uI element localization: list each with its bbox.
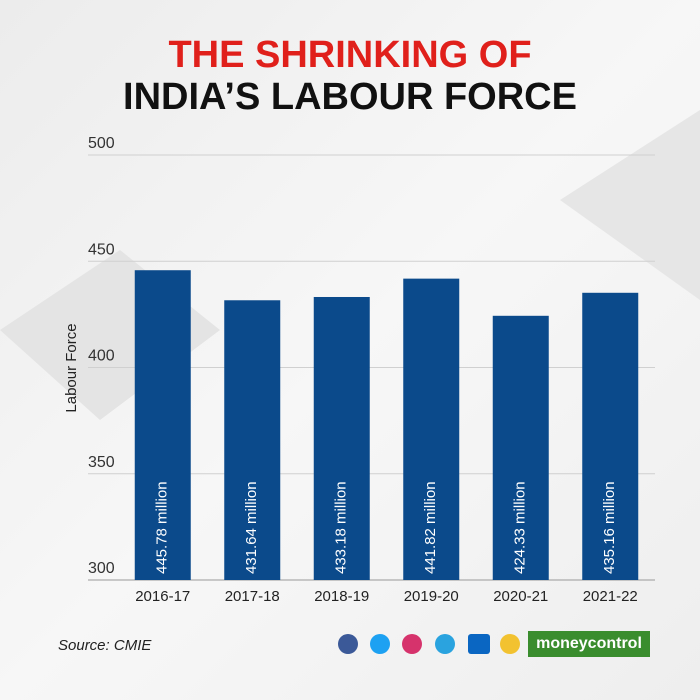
y-axis-label: Labour Force — [63, 323, 80, 412]
y-tick-label: 500 — [88, 135, 115, 152]
source: Source: CMIE — [58, 637, 152, 654]
y-tick-label: 400 — [88, 348, 115, 365]
bar — [582, 292, 639, 580]
value-label: 424.33 million — [512, 481, 529, 574]
y-tick-label: 450 — [88, 241, 115, 258]
value-label: 445.78 million — [154, 481, 171, 574]
chart-title: THE SHRINKING OF — [168, 34, 531, 76]
value-label: 441.82 million — [422, 481, 439, 574]
x-tick-label: 2019-20 — [404, 588, 459, 605]
x-tick-label: 2017-18 — [225, 588, 280, 605]
x-tick-label: 2018-19 — [314, 588, 369, 605]
y-tick-label: 350 — [88, 454, 115, 471]
x-tick-label: 2021-22 — [583, 588, 638, 605]
value-label: 433.18 million — [333, 481, 350, 574]
x-tick-label: 2020-21 — [493, 588, 548, 605]
brand: moneycontrol — [536, 635, 642, 652]
x-tick-label: 2016-17 — [135, 588, 190, 605]
bar — [492, 315, 549, 580]
value-label: 435.16 million — [601, 481, 618, 574]
social-icons — [338, 634, 520, 654]
bar — [134, 270, 191, 580]
bar — [403, 278, 460, 580]
bar — [224, 300, 281, 580]
chart-subtitle: INDIA’S LABOUR FORCE — [123, 76, 577, 118]
decor — [560, 110, 700, 300]
y-tick-label: 300 — [88, 560, 115, 577]
bar — [313, 296, 370, 580]
value-label: 431.64 million — [243, 481, 260, 574]
brand-box — [528, 631, 650, 657]
